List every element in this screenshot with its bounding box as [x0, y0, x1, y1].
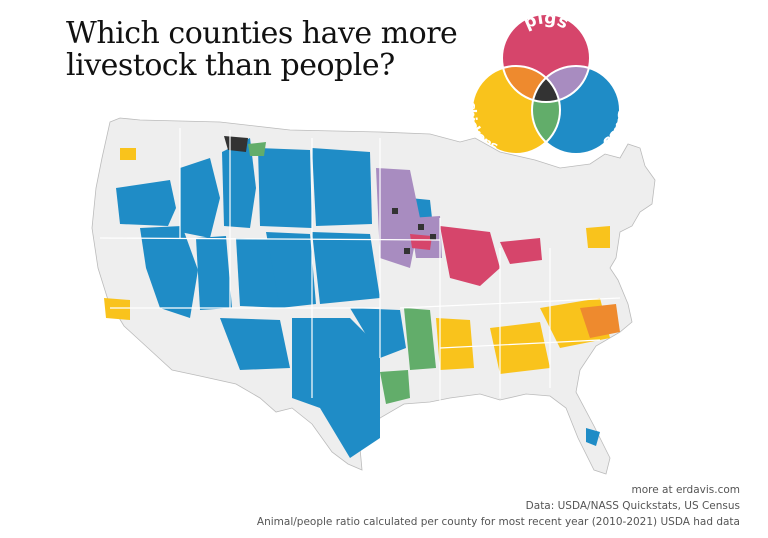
footer-site: more at erdavis.com — [631, 484, 740, 496]
footer-source: Data: USDA/NASS Quickstats, US Census — [525, 500, 740, 512]
pigs-counties — [410, 226, 542, 286]
state-borders — [99, 128, 621, 408]
chickens-cows-counties — [248, 142, 436, 404]
title-line-1: Which counties have more — [66, 16, 458, 51]
chart-title: Which counties have more livestock than … — [66, 16, 458, 83]
pigs-chickens-counties — [580, 304, 620, 338]
us-county-map — [91, 117, 656, 475]
venn-legend: pigs chickens cows — [468, 12, 624, 155]
footer-credits: more at erdavis.com Data: USDA/NASS Quic… — [257, 482, 740, 530]
footer-method: Animal/people ratio calculated per count… — [256, 516, 740, 528]
chickens-counties — [104, 148, 610, 374]
title-line-2: livestock than people? — [66, 48, 395, 83]
